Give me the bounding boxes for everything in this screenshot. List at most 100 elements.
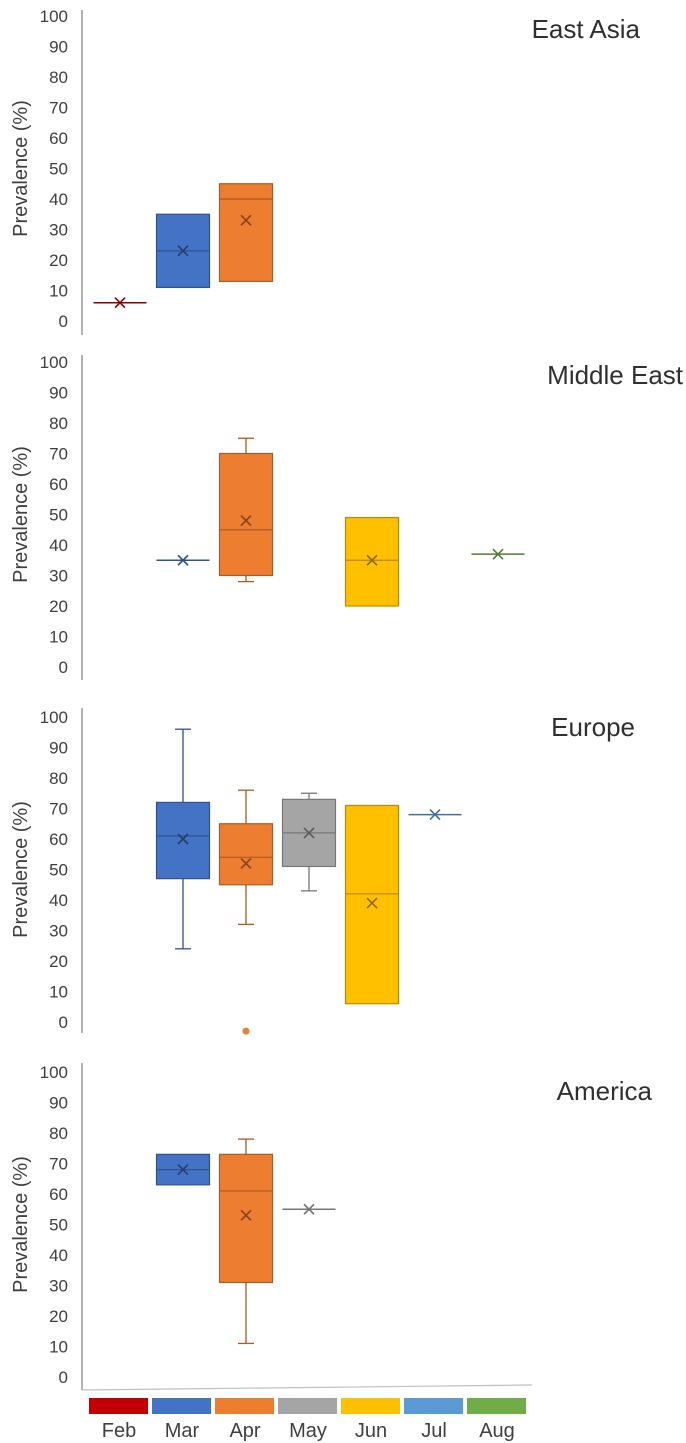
box-feb <box>93 297 147 309</box>
panel-title: America <box>557 1076 653 1106</box>
legend-item-jul: Jul <box>404 1398 463 1442</box>
y-tick-label: 30 <box>49 922 68 941</box>
box-mar <box>156 554 210 566</box>
y-tick-label: 50 <box>49 861 68 880</box>
y-tick-label: 100 <box>40 708 68 727</box>
y-tick-label: 10 <box>49 282 68 301</box>
legend-label: May <box>289 1420 327 1442</box>
mean-marker <box>366 554 378 566</box>
legend-label: Mar <box>165 1420 200 1442</box>
panel-europe: 0 10 20 30 40 50 60 70 80 90 100 Prevalence (%) Euro… <box>10 708 635 1035</box>
y-tick-label: 60 <box>49 1185 68 1204</box>
box-may <box>281 792 337 892</box>
y-tick-label: 70 <box>49 1155 68 1174</box>
month-legend: Feb Mar Apr May Jun Jul Aug <box>89 1398 526 1442</box>
y-tick-label: 0 <box>59 658 68 677</box>
y-tick-label: 100 <box>40 7 68 26</box>
legend-swatch <box>215 1398 274 1414</box>
y-tick-label: 40 <box>49 190 68 209</box>
y-tick-label: 40 <box>49 891 68 910</box>
mean-marker <box>366 897 378 909</box>
y-tick-label: 10 <box>49 1338 68 1357</box>
legend-label: Jun <box>355 1420 387 1442</box>
legend-item-feb: Feb <box>89 1398 148 1442</box>
legend-swatch <box>341 1398 400 1414</box>
y-axis-label: Prevalence (%) <box>10 801 32 938</box>
box-iqr <box>218 1153 274 1284</box>
panel-title: East Asia <box>532 14 641 44</box>
y-tick-label: 20 <box>49 251 68 270</box>
legend-swatch <box>404 1398 463 1414</box>
mean-marker <box>240 515 252 527</box>
y-tick-label: 60 <box>49 129 68 148</box>
box-may <box>282 1203 336 1215</box>
mean-marker <box>303 827 315 839</box>
legend-swatch <box>278 1398 337 1414</box>
panel-east-asia: 0 10 20 30 40 50 60 70 80 90 100 Prevalence (%) East… <box>10 7 641 335</box>
y-tick-label: 30 <box>49 221 68 240</box>
y-tick-label: 40 <box>49 1246 68 1265</box>
box-iqr <box>218 183 274 282</box>
mean-marker <box>240 214 252 226</box>
y-tick-label: 0 <box>59 1013 68 1032</box>
box-apr <box>218 437 274 583</box>
box-iqr <box>218 452 274 577</box>
legend-label: Feb <box>102 1420 136 1442</box>
legend-item-may: May <box>278 1398 337 1442</box>
y-tick-label: 20 <box>49 1307 68 1326</box>
legend-swatch <box>467 1398 526 1414</box>
y-axis-label: Prevalence (%) <box>10 100 32 237</box>
y-axis-label: Prevalence (%) <box>10 446 32 583</box>
outlier-point <box>242 1027 250 1035</box>
y-tick-label: 70 <box>49 445 68 464</box>
y-tick-label: 50 <box>49 160 68 179</box>
legend-label: Apr <box>229 1420 260 1442</box>
y-tick-label: 40 <box>49 536 68 555</box>
box-iqr <box>344 516 400 607</box>
mean-marker <box>177 1164 189 1176</box>
box-mar <box>155 213 211 289</box>
legend-item-jun: Jun <box>341 1398 400 1442</box>
y-tick-label: 80 <box>49 769 68 788</box>
legend-swatch <box>89 1398 148 1414</box>
y-tick-label: 0 <box>59 1368 68 1387</box>
legend-swatch <box>152 1398 211 1414</box>
box-mar <box>155 728 211 950</box>
y-tick-label: 20 <box>49 597 68 616</box>
legend-item-aug: Aug <box>467 1398 526 1442</box>
box-jun <box>344 516 400 607</box>
box-jun <box>344 804 400 1005</box>
mean-marker <box>492 548 504 560</box>
y-tick-label: 20 <box>49 952 68 971</box>
box-apr <box>218 1138 274 1345</box>
panel-america: 0 10 20 30 40 50 60 70 80 90 100 Prevalence (%) Amer… <box>10 1063 653 1390</box>
mean-marker <box>429 809 441 821</box>
y-tick-label: 30 <box>49 1277 68 1296</box>
box-apr <box>218 183 274 282</box>
box-iqr <box>218 823 274 886</box>
y-tick-label: 100 <box>40 1063 68 1082</box>
y-tick-label: 100 <box>40 353 68 372</box>
box-mar <box>155 1153 211 1186</box>
mean-marker <box>177 245 189 257</box>
box-iqr <box>344 804 400 1005</box>
box-iqr <box>155 801 211 880</box>
y-tick-label: 30 <box>49 567 68 586</box>
panel-title: Europe <box>551 712 635 742</box>
x-axis-baseline <box>81 1384 533 1391</box>
legend-item-apr: Apr <box>215 1398 274 1442</box>
y-axis-label: Prevalence (%) <box>10 1156 32 1293</box>
mean-marker <box>303 1203 315 1215</box>
legend-item-mar: Mar <box>152 1398 211 1442</box>
y-tick-label: 80 <box>49 414 68 433</box>
box-aug <box>471 548 525 560</box>
y-tick-label: 80 <box>49 1124 68 1143</box>
mean-marker <box>114 297 126 309</box>
y-tick-label: 90 <box>49 1094 68 1113</box>
y-tick-label: 60 <box>49 475 68 494</box>
y-tick-label: 60 <box>49 830 68 849</box>
y-tick-label: 80 <box>49 68 68 87</box>
legend-label: Aug <box>479 1420 515 1442</box>
y-tick-label: 70 <box>49 800 68 819</box>
